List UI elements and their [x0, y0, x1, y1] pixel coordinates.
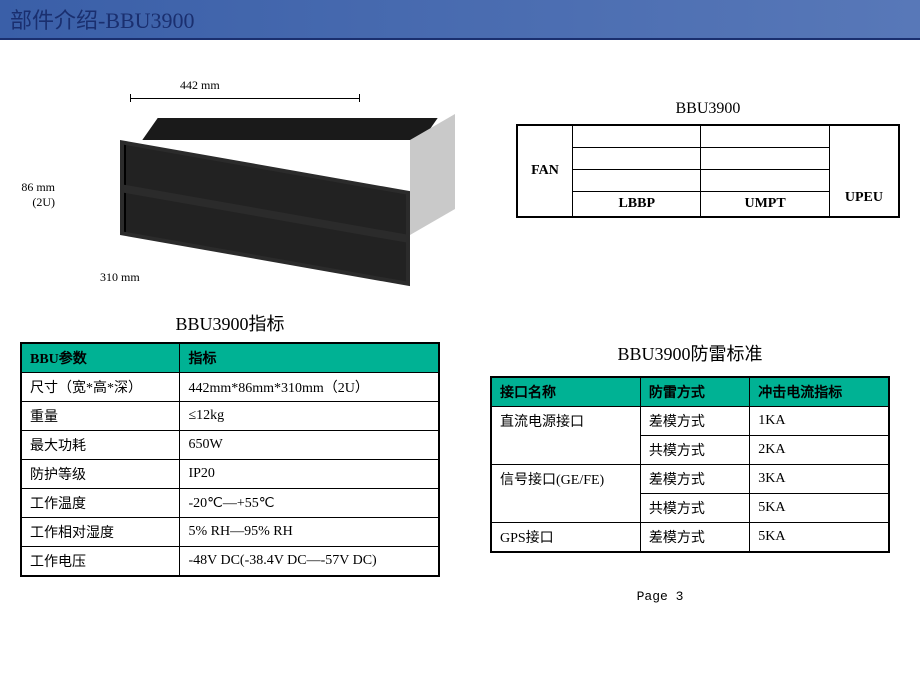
table-row: 最大功耗650W — [21, 431, 439, 460]
table-row: 直流电源接口 差模方式 1KA — [491, 407, 889, 436]
table-row: 工作温度-20℃—+55℃ — [21, 489, 439, 518]
lightning-header-1: 防雷方式 — [640, 377, 749, 407]
slot-empty — [701, 125, 829, 147]
lightning-table: 接口名称 防雷方式 冲击电流指标 直流电源接口 差模方式 1KA 共模方式 2K… — [490, 376, 890, 553]
chassis-top-face — [142, 118, 437, 140]
spec-header-row: BBU参数 指标 — [21, 343, 439, 373]
dim-height-label: 86 mm (2U) — [0, 180, 55, 210]
table-row: 防护等级IP20 — [21, 460, 439, 489]
slot-empty — [701, 147, 829, 169]
slot-diagram-title: BBU3900 — [516, 100, 900, 118]
chassis-3d — [120, 118, 450, 253]
content: 442 mm 86 mm (2U) 310 mm BBU3900 FAN — [0, 40, 920, 604]
slot-upeu: UPEU — [829, 125, 899, 217]
mid-row: BBU3900指标 BBU参数 指标 尺寸（宽*高*深）442mm*86mm*3… — [20, 300, 900, 577]
slot-section: BBU3900 FAN UPEU LBBP UMPT — [516, 100, 900, 218]
table-row: 重量≤12kg — [21, 402, 439, 431]
device-illustration: 442 mm 86 mm (2U) 310 mm — [60, 70, 476, 300]
spec-header-1: 指标 — [180, 343, 439, 373]
slot-empty — [573, 169, 701, 191]
top-row: 442 mm 86 mm (2U) 310 mm BBU3900 FAN — [20, 70, 900, 300]
table-row: 工作电压-48V DC(-38.4V DC—-57V DC) — [21, 547, 439, 577]
dim-depth-label: 310 mm — [100, 270, 140, 285]
lightning-header-2: 冲击电流指标 — [750, 377, 889, 407]
page-number: Page 3 — [20, 589, 900, 604]
dim-width-line — [130, 98, 360, 99]
lightning-table-title: BBU3900防雷标准 — [490, 340, 890, 366]
slot-lbbp: LBBP — [573, 191, 701, 217]
dim-width-label: 442 mm — [180, 78, 220, 93]
slot-umpt: UMPT — [701, 191, 829, 217]
lightning-header-0: 接口名称 — [491, 377, 640, 407]
slot-table: FAN UPEU LBBP UMPT — [516, 124, 900, 218]
slot-empty — [573, 125, 701, 147]
slot-fan: FAN — [517, 125, 573, 217]
title-bar: 部件介绍-BBU3900 — [0, 0, 920, 40]
table-row: 尺寸（宽*高*深）442mm*86mm*310mm（2U） — [21, 373, 439, 402]
table-row: 信号接口(GE/FE) 差模方式 3KA — [491, 465, 889, 494]
slot-empty — [573, 147, 701, 169]
spec-section: BBU3900指标 BBU参数 指标 尺寸（宽*高*深）442mm*86mm*3… — [20, 310, 440, 577]
spec-header-0: BBU参数 — [21, 343, 180, 373]
spec-table-title: BBU3900指标 — [20, 310, 440, 336]
chassis-front-face — [120, 140, 410, 286]
slot-empty — [701, 169, 829, 191]
lightning-header-row: 接口名称 防雷方式 冲击电流指标 — [491, 377, 889, 407]
spec-table: BBU参数 指标 尺寸（宽*高*深）442mm*86mm*310mm（2U） 重… — [20, 342, 440, 577]
lightning-section: BBU3900防雷标准 接口名称 防雷方式 冲击电流指标 直流电源接口 差模方式… — [490, 340, 890, 553]
table-row: 工作相对湿度5% RH—95% RH — [21, 518, 439, 547]
page-title: 部件介绍-BBU3900 — [10, 3, 195, 35]
table-row: GPS接口 差模方式 5KA — [491, 523, 889, 553]
